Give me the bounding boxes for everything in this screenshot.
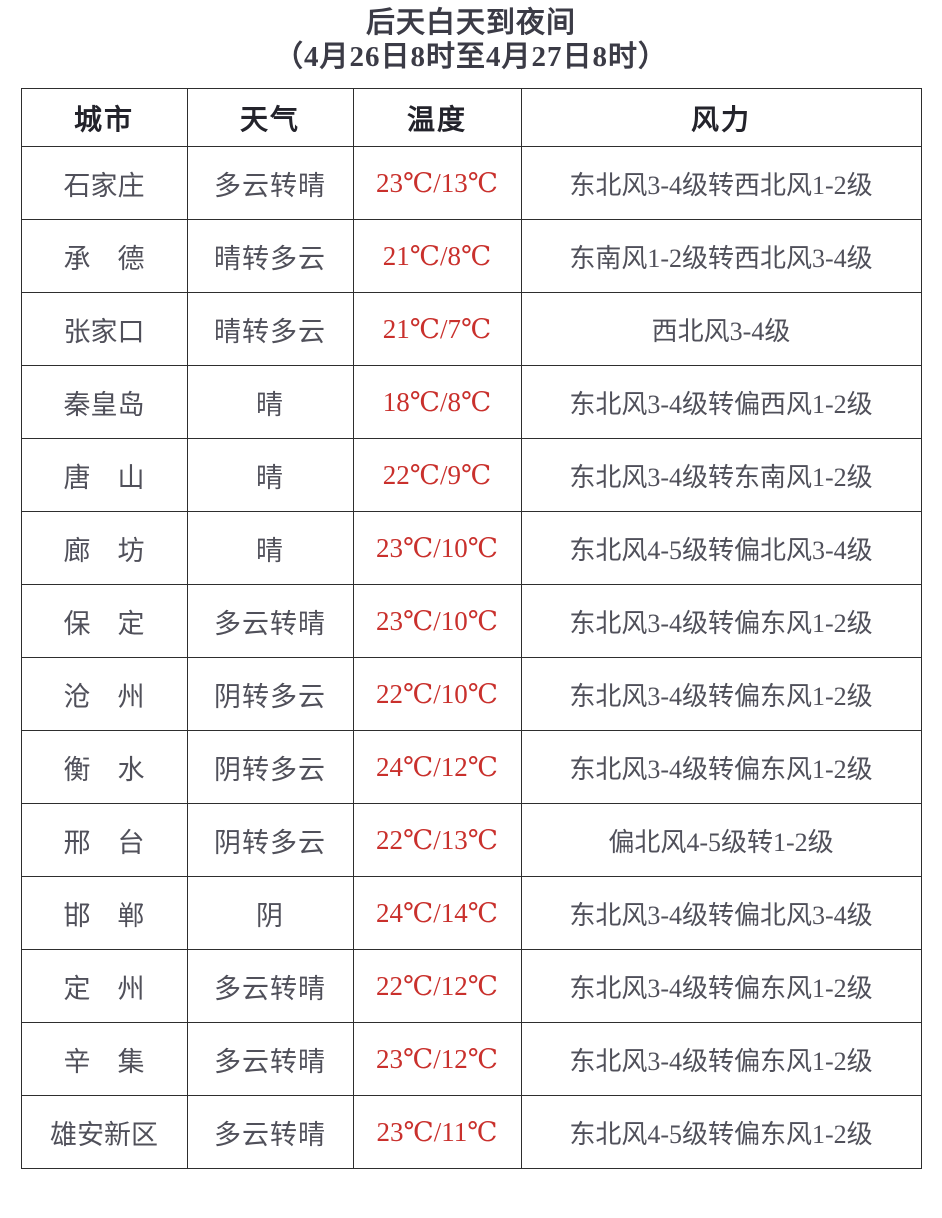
page-title: 后天白天到夜间 （4月26日8时至4月27日8时） (0, 0, 942, 84)
city-cell: 保 定 (20, 584, 188, 658)
wind-cell: 东北风4-5级转偏东风1-2级 (520, 1095, 922, 1169)
wind-cell: 东北风3-4级转偏西风1-2级 (520, 365, 922, 439)
table-row: 承 德晴转多云 21℃/8℃ 东南风1-2级转西北风3-4级 (20, 219, 922, 293)
wind-cell: 东北风3-4级转东南风1-2级 (520, 438, 922, 512)
table-row: 张家口 晴转多云 21℃/7℃ 西北风3-4级 (20, 292, 922, 366)
table-row: 雄安新区 多云转晴 23℃/11℃ 东北风4-5级转偏东风1-2级 (20, 1095, 922, 1169)
column-header-weather: 天气 (186, 88, 354, 147)
table-row: 保 定多云转晴 23℃/10℃ 东北风3-4级转偏东风1-2级 (20, 584, 922, 658)
weather-cell: 阴 (186, 876, 354, 950)
table-row: 唐 山晴 22℃/9℃ 东北风3-4级转东南风1-2级 (20, 438, 922, 512)
table-row: 石家庄 多云转晴 23℃/13℃ 东北风3-4级转西北风1-2级 (20, 146, 922, 220)
city-cell: 衡 水 (20, 730, 188, 804)
wind-cell: 东北风3-4级转偏东风1-2级 (520, 657, 922, 731)
wind-cell: 东北风3-4级转偏东风1-2级 (520, 1022, 922, 1096)
weather-cell: 阴转多云 (186, 730, 354, 804)
city-cell: 定 州 (20, 949, 188, 1023)
temperature-cell: 24℃/12℃ (352, 730, 522, 804)
temperature-cell: 18℃/8℃ (352, 365, 522, 439)
table-header: 城市 天气 温度 风力 (20, 88, 922, 147)
title-line-1: 后天白天到夜间 (365, 7, 576, 39)
temperature-cell: 23℃/12℃ (352, 1022, 522, 1096)
column-header-city: 城市 (20, 88, 188, 147)
temperature-cell: 22℃/10℃ (352, 657, 522, 731)
city-cell: 辛 集 (20, 1022, 188, 1096)
city-cell: 石家庄 (20, 146, 188, 220)
header-row: 城市 天气 温度 风力 (20, 88, 922, 147)
column-header-wind: 风力 (520, 88, 922, 147)
temperature-cell: 22℃/12℃ (352, 949, 522, 1023)
temperature-cell: 21℃/7℃ (352, 292, 522, 366)
city-cell: 邢 台 (20, 803, 188, 877)
wind-cell: 东北风3-4级转偏北风3-4级 (520, 876, 922, 950)
table-row: 辛 集多云转晴 23℃/12℃ 东北风3-4级转偏东风1-2级 (20, 1022, 922, 1096)
temperature-cell: 23℃/10℃ (352, 511, 522, 585)
wind-cell: 东北风3-4级转偏东风1-2级 (520, 584, 922, 658)
weather-cell: 晴转多云 (186, 219, 354, 293)
city-cell: 秦皇岛 (20, 365, 188, 439)
city-cell: 邯 郸 (20, 876, 188, 950)
city-cell: 雄安新区 (20, 1095, 188, 1169)
table-row: 邢 台阴转多云 22℃/13℃ 偏北风4-5级转1-2级 (20, 803, 922, 877)
temperature-cell: 22℃/9℃ (352, 438, 522, 512)
table-row: 衡 水阴转多云 24℃/12℃ 东北风3-4级转偏东风1-2级 (20, 730, 922, 804)
weather-forecast-table: 城市 天气 温度 风力 石家庄 多云转晴 23℃/13℃ 东北风3-4级转西北风1-2… (20, 88, 922, 1169)
wind-cell: 东南风1-2级转西北风3-4级 (520, 219, 922, 293)
table-row: 沧 州阴转多云 22℃/10℃ 东北风3-4级转偏东风1-2级 (20, 657, 922, 731)
table-row: 邯 郸阴 24℃/14℃ 东北风3-4级转偏北风3-4级 (20, 876, 922, 950)
column-header-temperature: 温度 (352, 88, 522, 147)
wind-cell: 东北风3-4级转西北风1-2级 (520, 146, 922, 220)
temperature-cell: 22℃/13℃ (352, 803, 522, 877)
table-row: 秦皇岛晴 18℃/8℃ 东北风3-4级转偏西风1-2级 (20, 365, 922, 439)
city-cell: 承 德 (20, 219, 188, 293)
city-cell: 廊 坊 (20, 511, 188, 585)
weather-cell: 多云转晴 (186, 1022, 354, 1096)
wind-cell: 东北风4-5级转偏北风3-4级 (520, 511, 922, 585)
weather-cell: 晴 (186, 511, 354, 585)
city-cell: 沧 州 (20, 657, 188, 731)
title-line-2: （4月26日8时至4月27日8时） (273, 41, 668, 73)
temperature-cell: 21℃/8℃ (352, 219, 522, 293)
temperature-cell: 23℃/11℃ (352, 1095, 522, 1169)
wind-cell: 西北风3-4级 (520, 292, 922, 366)
table-body: 石家庄 多云转晴 23℃/13℃ 东北风3-4级转西北风1-2级承 德晴转多云 21℃/… (20, 146, 922, 1169)
weather-cell: 晴 (186, 438, 354, 512)
temperature-cell: 23℃/13℃ (352, 146, 522, 220)
temperature-cell: 23℃/10℃ (352, 584, 522, 658)
wind-cell: 东北风3-4级转偏东风1-2级 (520, 949, 922, 1023)
wind-cell: 偏北风4-5级转1-2级 (520, 803, 922, 877)
temperature-cell: 24℃/14℃ (352, 876, 522, 950)
city-cell: 唐 山 (20, 438, 188, 512)
wind-cell: 东北风3-4级转偏东风1-2级 (520, 730, 922, 804)
weather-cell: 阴转多云 (186, 657, 354, 731)
city-cell: 张家口 (20, 292, 188, 366)
weather-cell: 多云转晴 (186, 584, 354, 658)
table-row: 定 州多云转晴 22℃/12℃ 东北风3-4级转偏东风1-2级 (20, 949, 922, 1023)
weather-cell: 阴转多云 (186, 803, 354, 877)
weather-cell: 晴转多云 (186, 292, 354, 366)
weather-cell: 晴 (186, 365, 354, 439)
table-row: 廊 坊晴 23℃/10℃ 东北风4-5级转偏北风3-4级 (20, 511, 922, 585)
weather-cell: 多云转晴 (186, 1095, 354, 1169)
weather-cell: 多云转晴 (186, 949, 354, 1023)
weather-cell: 多云转晴 (186, 146, 354, 220)
